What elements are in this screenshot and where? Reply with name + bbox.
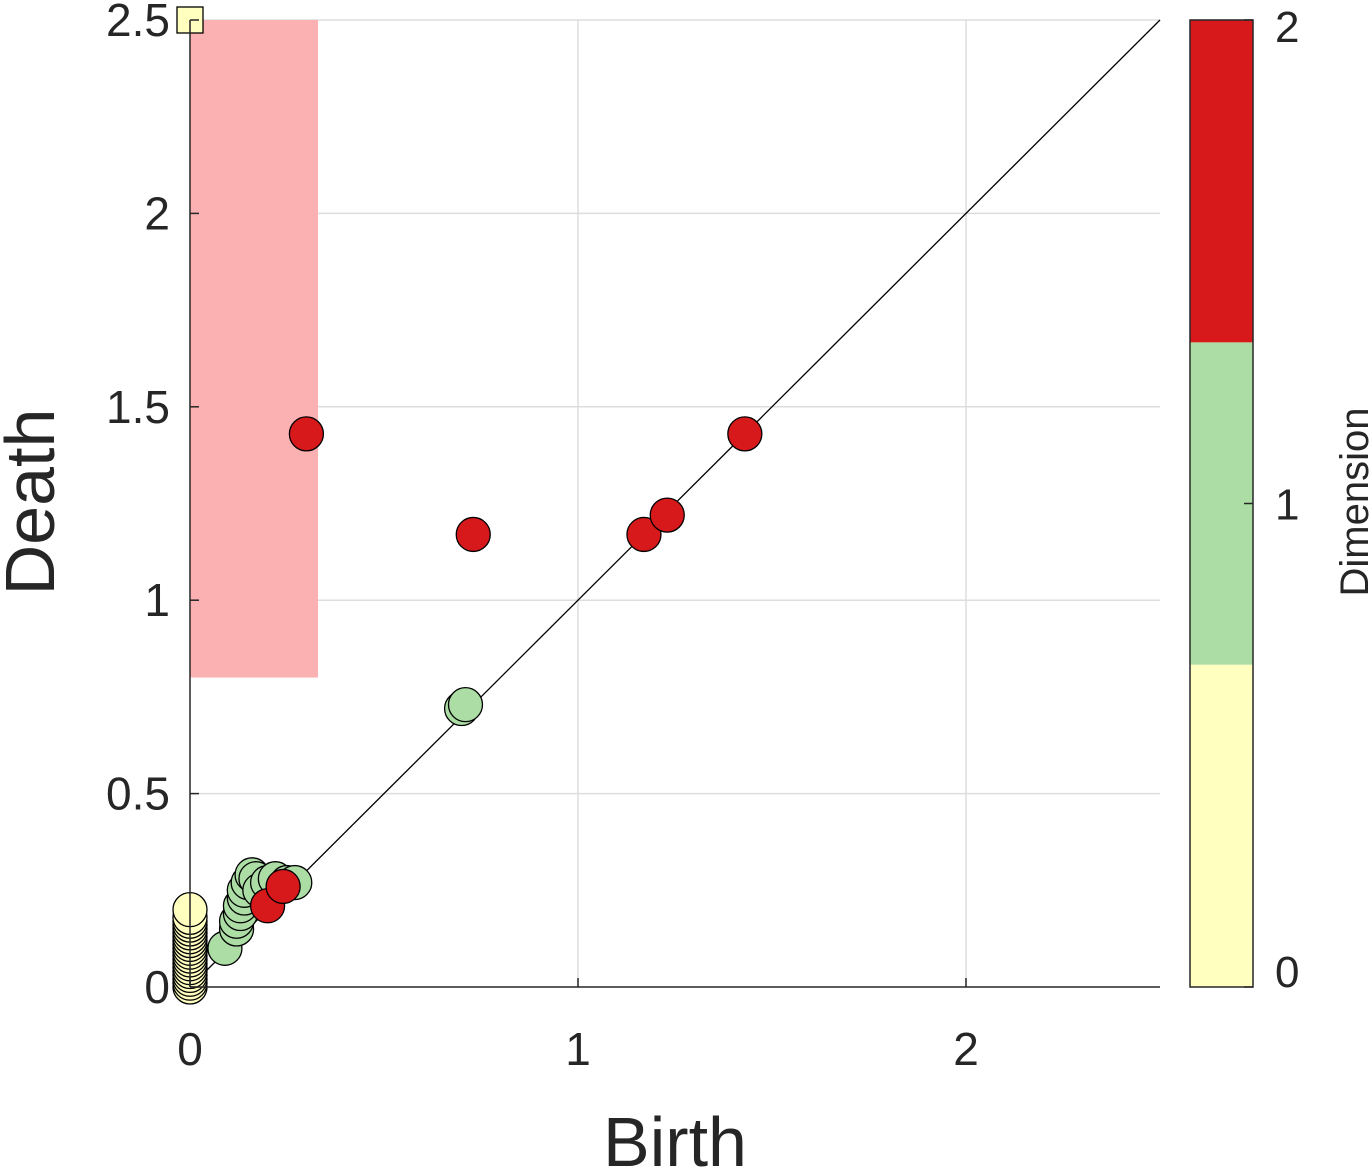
colorbar-label: Dimension (1333, 408, 1372, 597)
y-tick-label: 2 (144, 187, 170, 239)
colorbar-segments (1190, 20, 1253, 987)
x-tick-label: 2 (953, 1023, 979, 1075)
colorbar: 0 1 2 Dimension (1189, 3, 1372, 997)
data-point-dim1 (447, 686, 484, 723)
data-point-dim2 (455, 516, 491, 553)
highlight-region (190, 20, 319, 678)
colorbar-tick-label: 0 (1275, 948, 1299, 997)
colorbar-tick-label: 2 (1275, 3, 1299, 52)
y-tick-label: 0 (144, 961, 170, 1013)
colorbar-ticks: 0 1 2 (1244, 3, 1299, 997)
y-tick-label: 1 (144, 574, 170, 626)
colorbar-segment-dim0 (1190, 664, 1253, 987)
data-point-dim2 (626, 516, 662, 553)
data-point-dim2 (265, 868, 301, 905)
data-point-dim2 (288, 416, 325, 452)
colorbar-segment-dim2 (1190, 20, 1253, 343)
data-point-dim2 (727, 416, 763, 452)
y-tick-label: 1.5 (106, 381, 170, 433)
x-tick-labels: 0 1 2 (177, 978, 979, 1075)
y-tick-label: 2.5 (106, 0, 170, 46)
y-tick-label: 0.5 (106, 768, 170, 820)
x-axis-label: Birth (603, 1103, 747, 1169)
x-tick-label: 1 (565, 1023, 591, 1075)
data-point-dim2 (649, 497, 685, 533)
colorbar-segment-dim1 (1190, 342, 1253, 665)
y-axis-label: Death (0, 409, 69, 596)
x-tick-label: 0 (177, 1023, 203, 1075)
y-tick-labels: 0 0.5 1 1.5 2 2.5 (106, 0, 199, 1013)
colorbar-tick-label: 1 (1275, 481, 1299, 530)
grid-lines (190, 19, 1160, 987)
